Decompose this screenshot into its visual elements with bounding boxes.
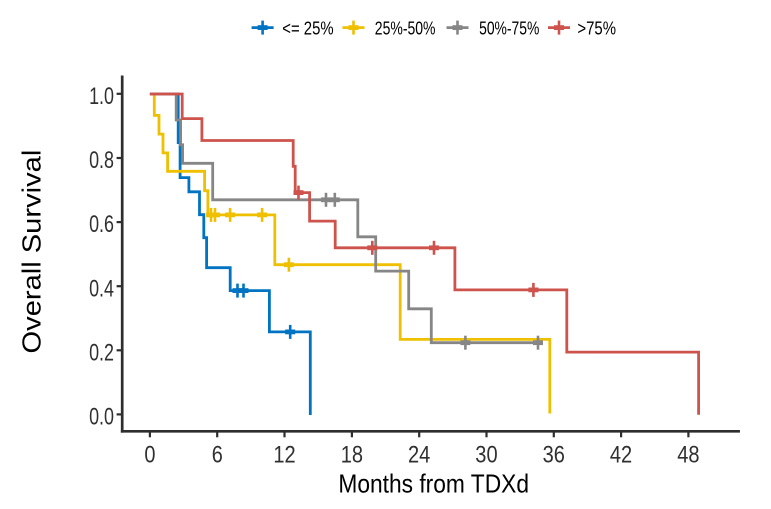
svg-text:0.2: 0.2 — [89, 339, 114, 366]
svg-text:30: 30 — [475, 441, 497, 468]
svg-text:0.4: 0.4 — [89, 275, 114, 302]
svg-text:Months from TDXd: Months from TDXd — [338, 469, 529, 499]
svg-text:1.0: 1.0 — [89, 83, 114, 110]
svg-text:Overall Survival: Overall Survival — [17, 150, 47, 354]
svg-text:24: 24 — [408, 441, 430, 468]
svg-text:25%-50%: 25%-50% — [375, 19, 436, 39]
svg-text:6: 6 — [212, 441, 223, 468]
svg-text:42: 42 — [610, 441, 632, 468]
svg-text:0.8: 0.8 — [89, 147, 114, 174]
svg-text:0: 0 — [144, 441, 155, 468]
svg-text:48: 48 — [677, 441, 699, 468]
svg-text:0.6: 0.6 — [89, 211, 114, 238]
svg-text:0.0: 0.0 — [89, 404, 114, 431]
svg-text:>75%: >75% — [577, 19, 616, 39]
svg-text:18: 18 — [341, 441, 363, 468]
svg-text:<= 25%: <= 25% — [282, 19, 333, 39]
svg-text:50%-75%: 50%-75% — [479, 19, 539, 39]
svg-text:36: 36 — [543, 441, 565, 468]
svg-text:12: 12 — [273, 441, 295, 468]
